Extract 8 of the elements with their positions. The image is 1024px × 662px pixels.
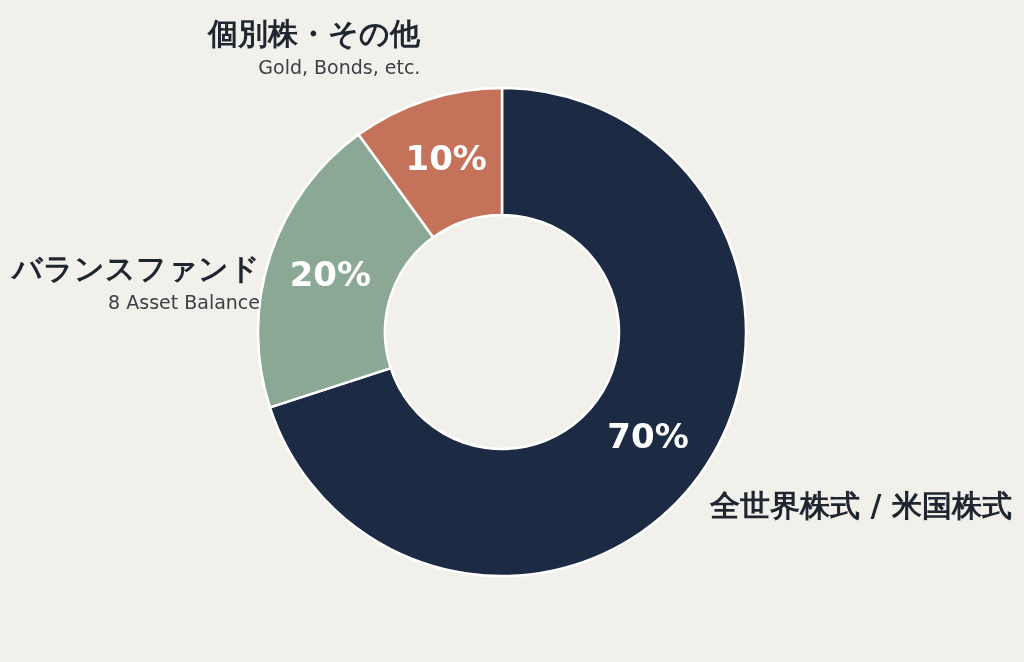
slice-label: バランスファンド: [10, 251, 260, 287]
slice-label: 個別株・その他: [207, 15, 422, 51]
data-label: 10%: [405, 138, 487, 179]
text: Gold, Bonds, etc.: [258, 55, 421, 78]
data-label: 70%: [607, 416, 689, 457]
data-label: 20%: [289, 254, 372, 295]
slice-label: 全世界株式 / 米国株式: [709, 488, 1013, 524]
text: 8 Asset Balance: [108, 291, 260, 314]
